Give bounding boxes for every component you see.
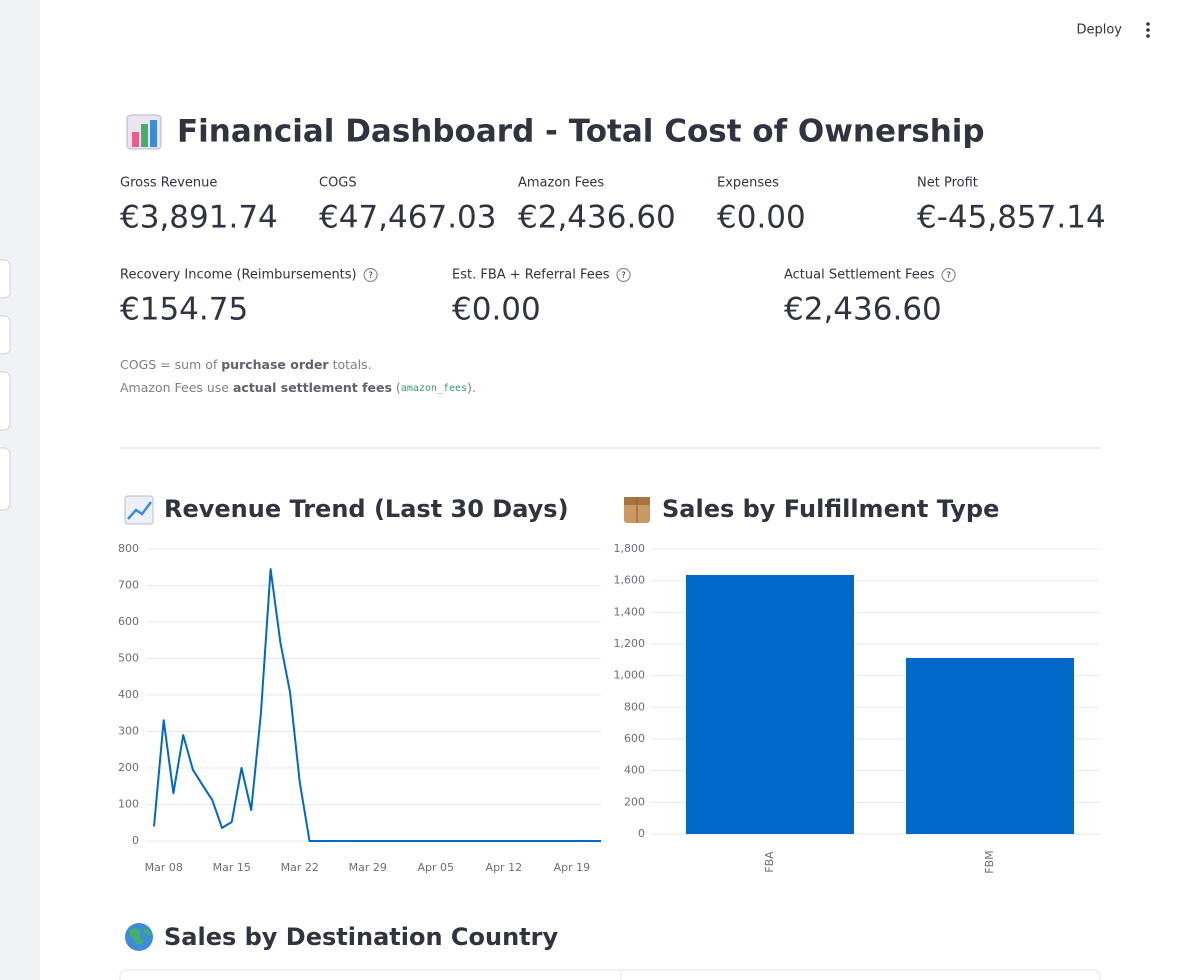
section-heading: Sales by Destination Country <box>164 923 558 951</box>
code: amazon_fees <box>401 383 467 394</box>
help-mark: ? <box>946 271 951 281</box>
y-tick-label: 0 <box>132 834 139 847</box>
sidebar-button[interactable] <box>0 315 11 355</box>
charts: 0 100 200 300 400 500 600 700 800 Mar 08 Mar 15 Mar… <box>118 542 1100 874</box>
metric-value: €0.00 <box>717 200 806 236</box>
globe-icon <box>125 923 153 951</box>
menu-icon[interactable] <box>1146 22 1150 38</box>
metric-value: €0.00 <box>452 292 541 328</box>
y-tick-label: 1,400 <box>614 605 646 618</box>
x-tick-label: FBM <box>983 850 996 873</box>
y-tick-label: 200 <box>624 795 645 808</box>
metric-value: €2,436.60 <box>784 292 942 328</box>
deploy-button[interactable]: Deploy <box>1076 23 1122 38</box>
metric-label: Expenses <box>717 176 779 191</box>
x-tick-label: Mar 29 <box>349 861 387 874</box>
bar <box>686 574 854 834</box>
y-tick-label: 100 <box>118 798 139 811</box>
x-tick-label: FBA <box>763 851 776 873</box>
metric-value: €-45,857.14 <box>917 200 1106 236</box>
note-text: ( <box>392 380 401 395</box>
metric-value: €2,436.60 <box>518 200 676 236</box>
y-tick-label: 1,000 <box>614 669 646 682</box>
help-mark: ? <box>621 271 626 281</box>
metric-label: Gross Revenue <box>120 176 217 191</box>
metric-value: €3,891.74 <box>120 200 278 236</box>
y-tick-label: 600 <box>118 615 139 628</box>
metric-label: Recovery Income (Reimbursements) <box>120 268 357 283</box>
x-tick-label: Mar 22 <box>281 861 319 874</box>
chart-icon <box>124 495 154 525</box>
metric-value: €154.75 <box>120 292 248 328</box>
sidebar-button[interactable] <box>0 259 11 299</box>
metric-label: COGS <box>319 176 357 191</box>
chart-heading: Revenue Trend (Last 30 Days) <box>164 495 569 523</box>
y-tick-label: 600 <box>624 732 645 745</box>
page-title: Financial Dashboard - Total Cost of Owne… <box>177 114 985 150</box>
y-tick-label: 500 <box>118 652 139 665</box>
help-icon[interactable]: ? <box>616 267 631 283</box>
note-text: COGS = sum of <box>120 357 221 372</box>
y-tick-label: 1,800 <box>614 542 646 555</box>
chart-heading: Sales by Fulfillment Type <box>662 495 999 523</box>
note: COGS = sum of purchase order totals. <box>120 357 372 372</box>
metric-value: €47,467.03 <box>319 200 497 236</box>
help-circle <box>941 267 956 283</box>
metric-label: Amazon Fees <box>518 176 604 191</box>
y-tick-label: 400 <box>118 688 139 701</box>
y-tick-label: 1,200 <box>614 637 646 650</box>
help-mark: ? <box>368 271 373 281</box>
metrics: Gross Revenue €3,891.74 COGS €47,467.03 Amaz… <box>120 176 1106 328</box>
help-icon[interactable]: ? <box>941 267 956 283</box>
help-circle <box>363 267 378 283</box>
y-tick-label: 0 <box>638 827 645 840</box>
note-text: totals. <box>329 357 372 372</box>
y-tick-label: 1,600 <box>614 574 646 587</box>
y-tick-label: 400 <box>624 764 645 777</box>
note: Amazon Fees use actual settlement fees (… <box>120 380 476 395</box>
metric-label: Net Profit <box>917 176 978 191</box>
y-tick-label: 200 <box>118 761 139 774</box>
note-text: Amazon Fees use <box>120 380 233 395</box>
revenue-line <box>153 568 601 842</box>
x-tick-label: Apr 12 <box>486 861 523 874</box>
note-text: actual settlement fees <box>233 380 392 395</box>
note-text: ). <box>467 380 476 395</box>
metric-label: Actual Settlement Fees <box>784 268 935 283</box>
y-tick-label: 700 <box>118 579 139 592</box>
note-text: purchase order <box>221 357 329 372</box>
x-tick-label: Apr 19 <box>554 861 591 874</box>
country-table <box>119 969 1101 980</box>
y-tick-label: 800 <box>118 542 139 555</box>
notes: COGS = sum of purchase order totals. Amaz… <box>120 357 476 395</box>
y-tick-label: 300 <box>118 725 139 738</box>
x-tick-label: Mar 08 <box>145 861 183 874</box>
x-tick-label: Mar 15 <box>213 861 251 874</box>
y-tick-label: 800 <box>624 700 645 713</box>
sidebar-button[interactable] <box>0 447 11 511</box>
metric-label: Est. FBA + Referral Fees <box>452 268 610 283</box>
help-icon[interactable]: ? <box>363 267 378 283</box>
sidebar-button[interactable] <box>0 371 11 431</box>
x-tick-label: Apr 05 <box>418 861 455 874</box>
help-circle <box>616 267 631 283</box>
box-icon <box>624 497 650 523</box>
title-icon <box>126 114 162 150</box>
bar <box>906 657 1074 834</box>
